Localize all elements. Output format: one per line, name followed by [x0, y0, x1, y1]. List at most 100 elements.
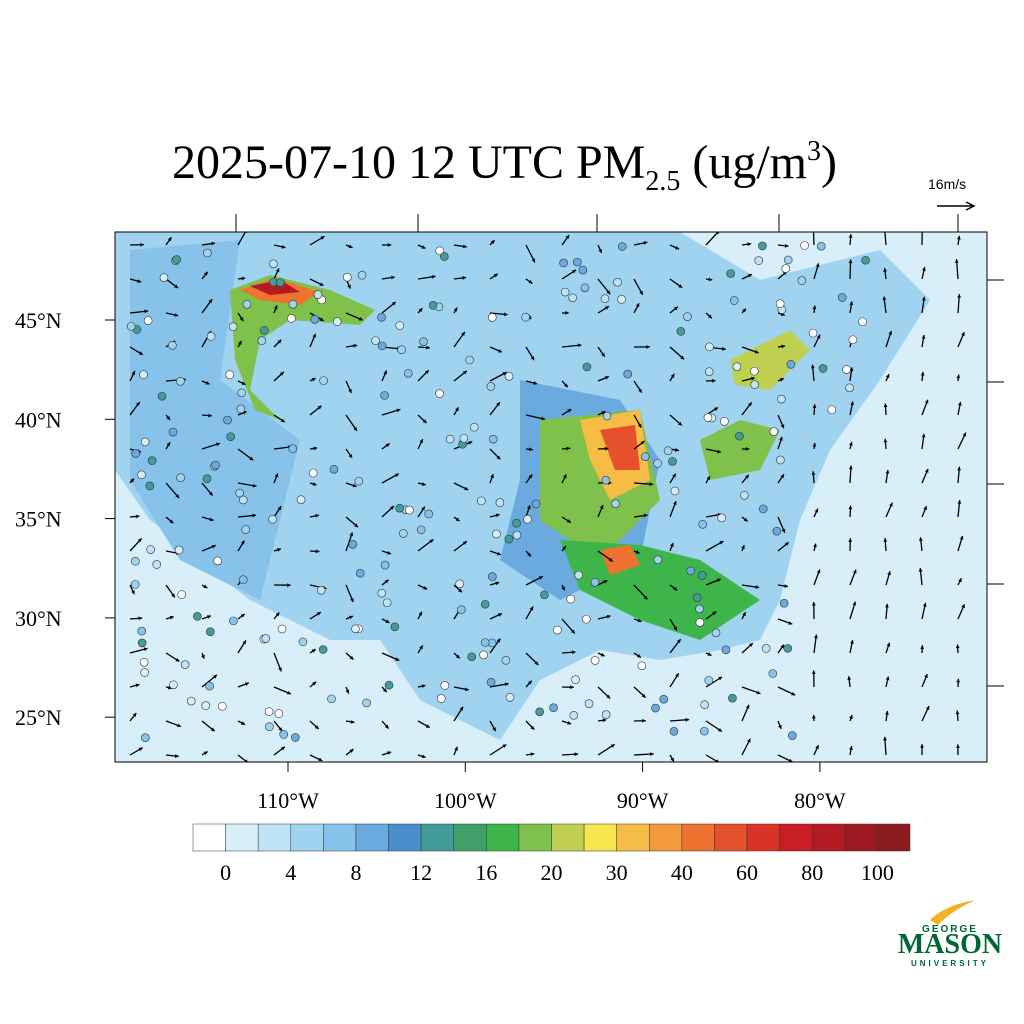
wind-arrow-head: [642, 718, 646, 723]
station: [617, 242, 627, 251]
station: [354, 476, 364, 486]
station: [288, 299, 298, 309]
wind-arrow-head: [601, 352, 605, 357]
wind-arrow-head: [719, 541, 724, 545]
wind-arrow-head: [212, 674, 217, 679]
wind-arrow-head: [852, 601, 857, 606]
lat-label: 25°N: [15, 705, 62, 730]
wind-arrow-head: [571, 629, 575, 634]
station: [202, 474, 212, 484]
station: [653, 459, 662, 468]
station: [137, 626, 147, 636]
wind-arrow-head: [957, 500, 962, 504]
wind-arrow-head: [649, 482, 654, 487]
station: [131, 556, 140, 566]
station: [440, 252, 449, 261]
station: [382, 598, 392, 608]
wind-arrow-head: [604, 306, 609, 310]
lon-label: 90°W: [617, 788, 669, 813]
wind-arrow-head: [778, 724, 782, 729]
station: [223, 415, 232, 425]
wind-arrow-head: [925, 706, 930, 710]
station: [700, 726, 709, 736]
station: [845, 383, 854, 393]
station: [403, 368, 413, 378]
wind-arrow-head: [956, 678, 961, 683]
colorbar-box: [616, 823, 650, 852]
station: [501, 656, 511, 665]
wind-arrow-head: [887, 571, 891, 576]
wind-arrow-head: [421, 684, 426, 689]
wind-arrow-head: [637, 423, 642, 428]
stations: [126, 241, 870, 742]
wind-arrow-head: [143, 647, 148, 652]
wind-arrow-head: [813, 543, 817, 548]
wind-arrow-head: [606, 614, 611, 619]
station: [495, 498, 505, 507]
wind-arrow-head: [706, 476, 711, 481]
wind-arrow-head: [781, 528, 786, 533]
station: [205, 681, 214, 691]
colorbar-box: [388, 823, 422, 852]
station: [775, 299, 785, 309]
wind-arrow-head: [244, 682, 249, 686]
wind-arrow-head: [888, 330, 893, 335]
wind-arrow-head: [275, 612, 280, 617]
wind-arrow-head: [345, 689, 350, 694]
station: [268, 514, 277, 524]
wind-arrow-head: [530, 725, 535, 730]
wind-arrow-head: [429, 539, 434, 543]
wind-arrow-head: [603, 580, 608, 584]
station: [504, 372, 514, 381]
wind-arrow-head: [241, 276, 246, 281]
station: [754, 256, 764, 265]
logo-top: GEORGE: [922, 924, 978, 935]
station: [308, 468, 318, 478]
station: [580, 283, 590, 293]
station: [695, 618, 705, 627]
station: [296, 495, 306, 504]
wind-arrow-head: [676, 639, 681, 644]
station: [390, 622, 400, 632]
station: [617, 295, 626, 304]
station: [384, 680, 394, 690]
wind-arrow-head: [315, 513, 319, 518]
station: [176, 473, 185, 483]
wind-arrow-head: [528, 279, 533, 284]
wind-arrow-head: [130, 478, 135, 483]
station: [203, 248, 212, 258]
colorbar-box: [681, 823, 715, 852]
wind-arrow-head: [459, 706, 464, 711]
station: [137, 638, 147, 648]
station: [800, 241, 809, 250]
station: [380, 560, 390, 570]
wind-arrow-head: [350, 598, 354, 603]
wind-arrow-head: [850, 401, 854, 406]
station: [761, 644, 771, 653]
colorbar-box: [714, 823, 748, 852]
station: [578, 265, 588, 275]
station: [329, 464, 339, 474]
colorbar-box: [877, 823, 911, 852]
wind-arrow-head: [349, 749, 354, 753]
wind-arrow-head: [527, 552, 531, 557]
colorbar-box: [779, 823, 813, 852]
wind-arrow-head: [788, 621, 793, 625]
wind-arrow-head: [923, 506, 927, 511]
station: [159, 273, 169, 282]
wind-arrow-head: [643, 241, 648, 245]
ohio-haze: [700, 420, 780, 480]
wind-arrow-head: [814, 508, 819, 513]
wind-arrow-head: [533, 381, 538, 385]
wind-arrow-head: [131, 590, 135, 595]
wind-arrow-head: [571, 650, 576, 655]
station: [590, 656, 600, 665]
wind-arrow-head: [958, 578, 962, 583]
station: [512, 518, 521, 528]
colorbar-box: [225, 823, 259, 852]
wind-arrow-head: [502, 744, 507, 749]
wind-arrow-head: [780, 644, 785, 649]
station: [424, 509, 434, 519]
title-sub: 2.5: [645, 166, 680, 197]
